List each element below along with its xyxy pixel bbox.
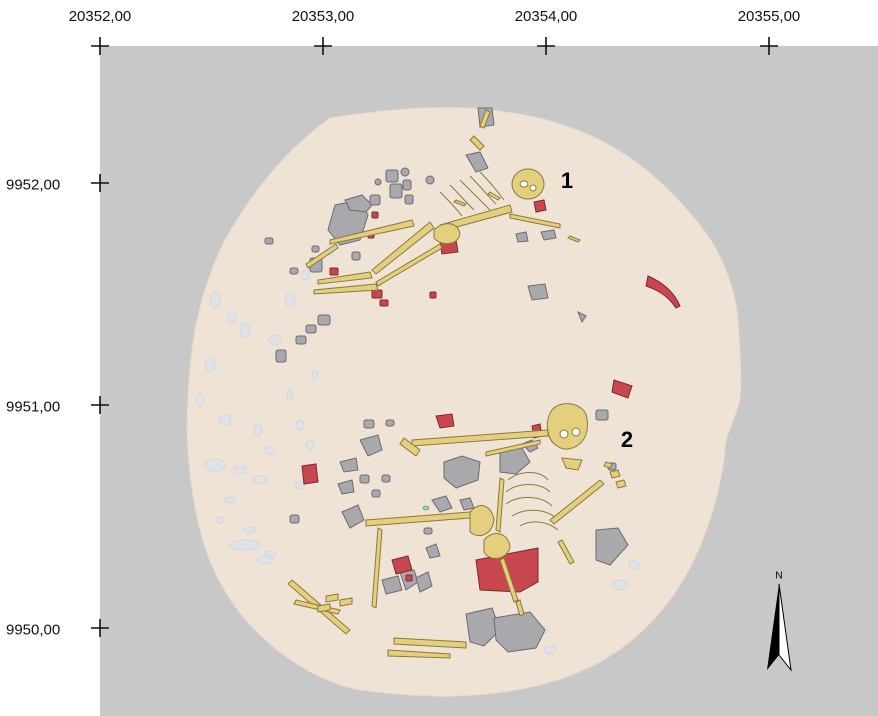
- grid-cross-icon: [91, 619, 109, 637]
- x-coordinate-label: 20352,00: [68, 8, 132, 25]
- x-coordinate-label: 20355,00: [737, 8, 801, 25]
- burial-label-2: 2: [620, 427, 634, 452]
- skeleton-1: [305, 109, 581, 295]
- x-coordinate-label: 20354,00: [514, 8, 578, 25]
- skeleton-2: [287, 403, 627, 659]
- grid-crosses: [91, 37, 778, 637]
- north-arrow-icon: [767, 583, 792, 672]
- y-coordinate-label: 9951,00: [6, 398, 61, 416]
- red-objects: [301, 199, 681, 593]
- burial-label-1: 1: [560, 168, 574, 193]
- grid-cross-icon: [537, 37, 555, 55]
- grid-cross-icon: [91, 37, 109, 55]
- faint-stones: [195, 244, 640, 655]
- pit-outline: [186, 106, 742, 697]
- y-coordinate-label: 9950,00: [6, 621, 61, 639]
- x-coordinate-label: 20353,00: [291, 8, 355, 25]
- grid-cross-icon: [91, 174, 109, 192]
- stones: [264, 107, 629, 653]
- grid-cross-icon: [91, 396, 109, 414]
- north-label: N: [775, 570, 783, 582]
- green-object: [422, 505, 430, 511]
- y-coordinate-label: 9952,00: [6, 176, 61, 194]
- grid-cross-icon: [314, 37, 332, 55]
- grid-cross-icon: [760, 37, 778, 55]
